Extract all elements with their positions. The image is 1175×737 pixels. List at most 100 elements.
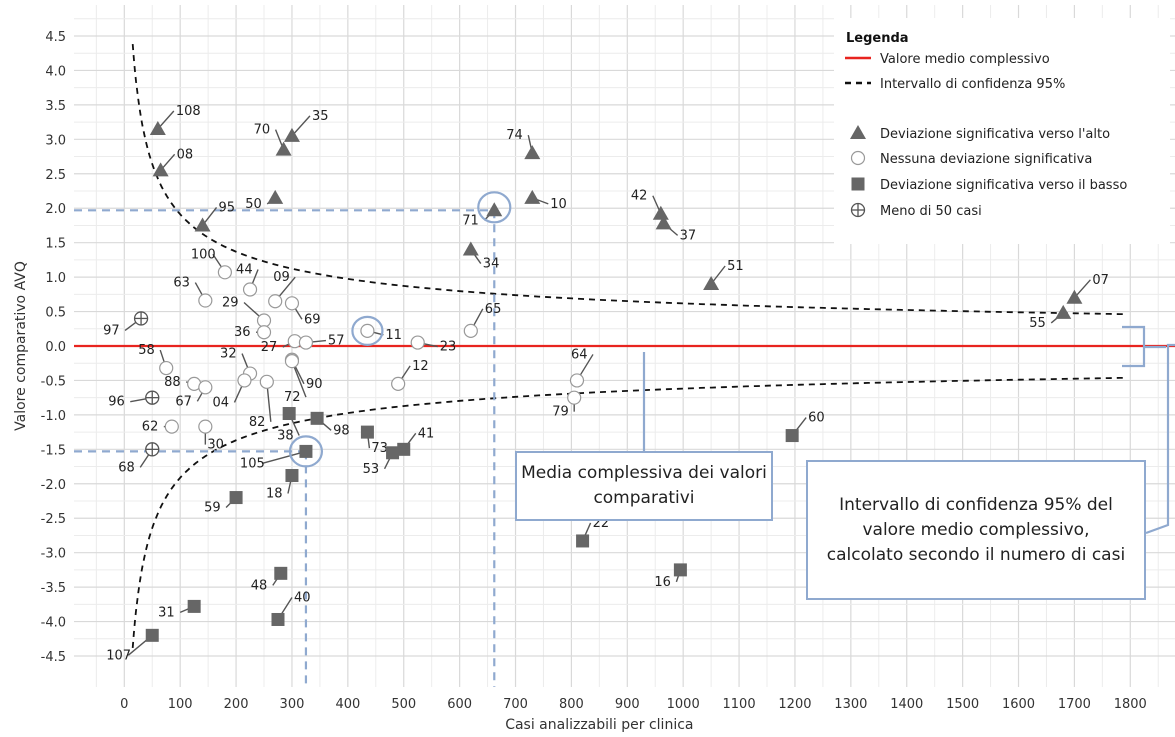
point-55: [1055, 304, 1072, 319]
point-108: [149, 121, 166, 135]
point-label-107: 107: [106, 648, 131, 663]
point-label-68: 68: [118, 460, 135, 475]
point-label-58: 58: [138, 343, 155, 358]
x-tick-label: 500: [391, 697, 416, 712]
point-label-55: 55: [1029, 316, 1046, 331]
y-tick-label: -1.0: [41, 409, 66, 424]
point-53: [386, 446, 400, 460]
legend-swatch-triangle: [850, 125, 866, 139]
point-60: [785, 429, 799, 443]
point-107: [145, 628, 159, 642]
point-label-32: 32: [220, 347, 237, 362]
point-31: [187, 599, 201, 613]
point-label-70: 70: [254, 123, 271, 138]
point-label-64: 64: [571, 347, 588, 362]
point-label-105: 105: [240, 456, 265, 471]
point-label-88: 88: [164, 375, 181, 390]
x-tick-label: 1200: [778, 697, 811, 712]
x-tick-label: 900: [615, 697, 640, 712]
point-label-95: 95: [219, 200, 236, 215]
point-label-97: 97: [103, 323, 120, 338]
y-tick-label: -4.5: [41, 650, 66, 665]
point-22: [576, 534, 590, 548]
point-100: [217, 265, 232, 280]
legend-label: Deviazione significativa verso l'alto: [880, 127, 1110, 142]
point-64: [569, 373, 585, 388]
point-79: [567, 390, 582, 405]
point-label-79: 79: [552, 405, 569, 420]
leader-line: [291, 115, 311, 137]
point-82: [259, 374, 274, 389]
x-tick-label: 300: [280, 697, 305, 712]
ci-annotation-text: Intervallo di confidenza 95% del valore …: [826, 494, 1126, 565]
legend-box: [834, 18, 1170, 244]
annotation-connectors: [642, 325, 1175, 535]
point-57: [298, 335, 314, 350]
mean-annotation-text: Media complessiva dei valori comparativi: [521, 463, 767, 508]
point-40: [271, 612, 285, 626]
point-label-67: 67: [175, 394, 192, 409]
point-label-12: 12: [412, 359, 429, 374]
highlight-guides: [74, 209, 496, 687]
point-label-36: 36: [234, 325, 251, 340]
point-67: [198, 380, 213, 395]
point-label-69: 69: [304, 312, 321, 327]
y-tick-label: 4.5: [45, 30, 66, 45]
x-tick-label: 1500: [946, 697, 979, 712]
point-label-108: 108: [176, 104, 201, 119]
point-label-71: 71: [462, 213, 479, 228]
point-label-34: 34: [483, 257, 500, 272]
point-51: [703, 276, 720, 290]
point-label-35: 35: [312, 109, 329, 124]
y-tick-label: 0.5: [45, 306, 66, 321]
point-label-50: 50: [245, 197, 262, 212]
x-tick-label: 1100: [723, 697, 756, 712]
point-69: [284, 296, 300, 311]
point-34: [462, 241, 479, 256]
y-tick-label: 2.0: [45, 202, 66, 217]
point-label-72: 72: [284, 390, 301, 405]
x-tick-label: 1000: [667, 697, 700, 712]
x-tick-label: 100: [168, 697, 193, 712]
point-73: [360, 425, 374, 439]
legend-label: Intervallo di confidenza 95%: [880, 77, 1065, 92]
point-42: [652, 205, 669, 220]
point-label-31: 31: [158, 605, 175, 620]
legend-swatch-circle: [850, 150, 866, 166]
x-tick-label: 600: [447, 697, 472, 712]
mean-annotation: Media complessiva dei valori comparativi: [515, 451, 773, 521]
point-label-82: 82: [249, 415, 266, 430]
point-50: [267, 189, 284, 204]
highlight-circle-105: [288, 435, 324, 468]
legend-label: Deviazione significativa verso il basso: [880, 178, 1127, 193]
point-71: [486, 202, 503, 217]
point-63: [198, 293, 213, 308]
data-points: 108 08 95 35 70 50 74 10 71 34 42 37 51 07 55 100 44 09 63…: [103, 104, 1109, 663]
legend-label: Valore medio complessivo: [880, 52, 1050, 67]
point-29: [256, 313, 272, 328]
point-09: [268, 294, 283, 309]
y-tick-label: 4.0: [45, 64, 66, 79]
point-label-11: 11: [385, 328, 402, 343]
legend-label: Nessuna deviazione significativa: [880, 152, 1092, 167]
legend-title: Legenda: [846, 31, 909, 46]
point-label-10: 10: [550, 197, 567, 212]
point-58: [159, 360, 174, 376]
x-tick-label: 800: [559, 697, 584, 712]
point-07: [1066, 289, 1083, 304]
y-tick-label: 3.5: [45, 99, 66, 114]
point-16: [673, 563, 687, 577]
ci-lower-curve: [131, 377, 1126, 648]
leader-line: [261, 450, 307, 465]
x-tick-label: 400: [335, 697, 360, 712]
ci-annotation: Intervallo di confidenza 95% del valore …: [806, 460, 1146, 600]
point-59: [229, 491, 243, 505]
point-74: [524, 145, 541, 160]
point-label-48: 48: [251, 578, 268, 593]
point-label-51: 51: [727, 259, 744, 274]
point-label-07: 07: [1092, 273, 1109, 288]
point-38: [282, 407, 296, 421]
x-tick-label: 200: [224, 697, 249, 712]
point-label-16: 16: [654, 575, 671, 590]
